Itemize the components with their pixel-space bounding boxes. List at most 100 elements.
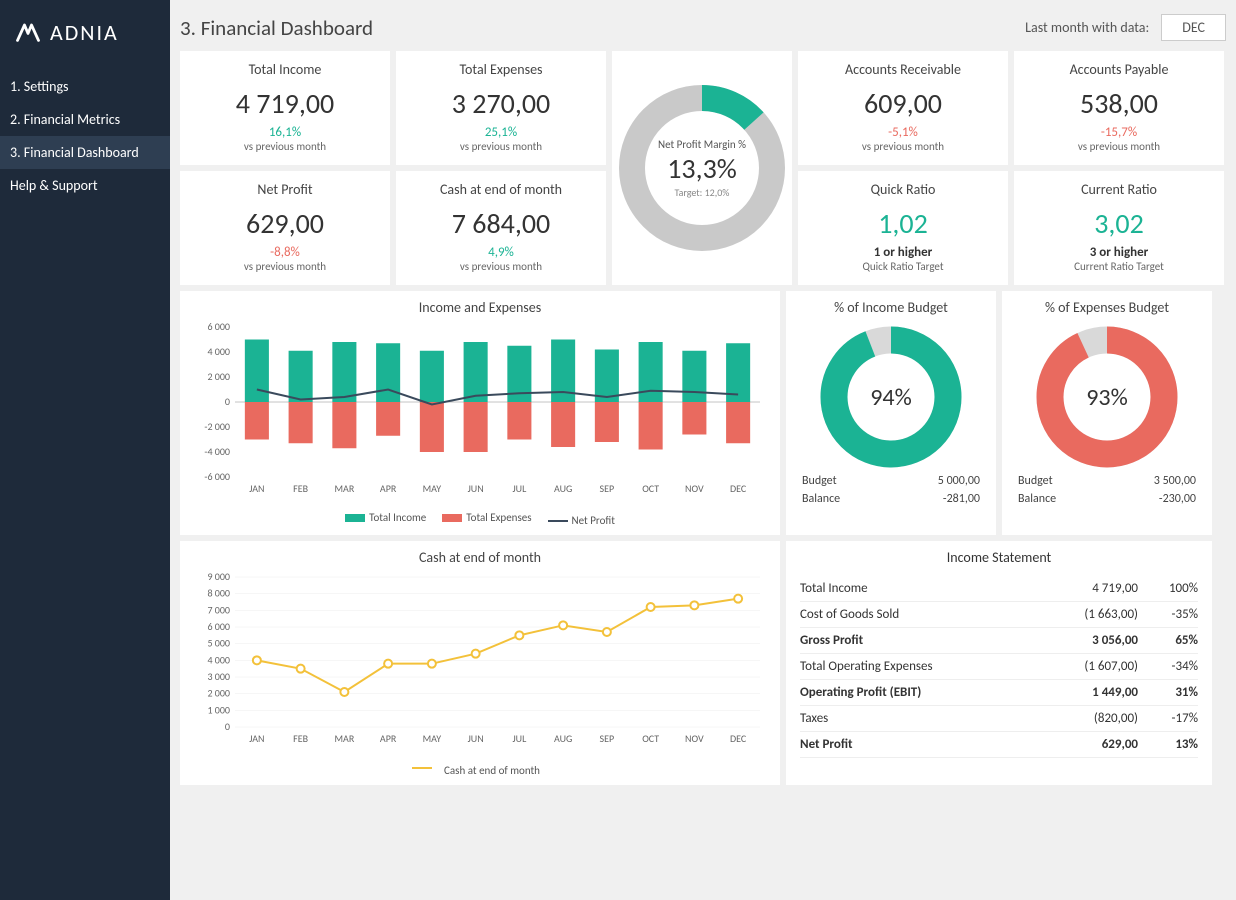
- stmt-val: 3 056,00: [1048, 633, 1138, 648]
- stmt-val: (1 607,00): [1048, 659, 1138, 674]
- cash-legend-label: Cash at end of month: [444, 764, 540, 777]
- kpi-card: Cash at end of month 7 684,00 4,9% vs pr…: [396, 171, 606, 285]
- expense-budget-pct: 93%: [1032, 322, 1182, 472]
- be-budget-label: Budget: [1018, 474, 1053, 488]
- nav-item-2[interactable]: 3. Financial Dashboard: [0, 136, 170, 169]
- kpi-value: 629,00: [184, 206, 386, 241]
- kpi-change: 4,9%: [400, 245, 602, 260]
- svg-text:0: 0: [225, 720, 230, 733]
- income-budget-title: % of Income Budget: [794, 299, 988, 316]
- bi-budget-val: 5 000,00: [938, 474, 980, 488]
- svg-text:JAN: JAN: [249, 482, 264, 495]
- stmt-label: Gross Profit: [800, 633, 1048, 648]
- stmt-label: Total Operating Expenses: [800, 659, 1048, 674]
- topbar: 3. Financial Dashboard Last month with d…: [176, 0, 1230, 51]
- income-statement-title: Income Statement: [800, 549, 1198, 566]
- kpi-sub: Current Ratio Target: [1018, 260, 1220, 273]
- kpi-sub: vs previous month: [184, 260, 386, 273]
- nav-item-3[interactable]: Help & Support: [0, 169, 170, 202]
- cash-legend: Cash at end of month: [190, 761, 770, 777]
- brand-name: ADNIA: [50, 19, 119, 46]
- kpi-title: Total Income: [184, 61, 386, 78]
- kpi-title: Cash at end of month: [400, 181, 602, 198]
- stmt-row: Total Income4 719,00100%: [800, 576, 1198, 602]
- svg-text:3 000: 3 000: [207, 670, 230, 683]
- svg-text:APR: APR: [380, 482, 397, 495]
- stmt-row: Operating Profit (EBIT)1 449,0031%: [800, 680, 1198, 706]
- margin-label: Net Profit Margin %: [658, 138, 746, 151]
- kpi-value: 538,00: [1018, 86, 1220, 121]
- svg-text:7 000: 7 000: [207, 603, 230, 616]
- kpi-sub: vs previous month: [1018, 140, 1220, 153]
- stmt-label: Total Income: [800, 581, 1048, 596]
- kpi-sub: vs previous month: [400, 140, 602, 153]
- svg-text:MAR: MAR: [334, 482, 354, 495]
- kpi-value: 4 719,00: [184, 86, 386, 121]
- svg-text:6 000: 6 000: [207, 620, 230, 633]
- month-label: Last month with data:: [1025, 19, 1149, 36]
- kpi-change: 16,1%: [184, 125, 386, 140]
- be-balance-val: -230,00: [1159, 492, 1196, 506]
- logo-icon: [14, 18, 42, 46]
- svg-text:-6 000: -6 000: [204, 470, 230, 483]
- svg-text:-2 000: -2 000: [204, 420, 230, 433]
- svg-text:JUL: JUL: [512, 482, 527, 495]
- stmt-pct: 100%: [1138, 581, 1198, 596]
- income-budget-donut: 94%: [816, 322, 966, 472]
- margin-donut-card: Net Profit Margin %13,3%Target: 12,0%: [612, 51, 792, 285]
- svg-text:2 000: 2 000: [207, 687, 230, 700]
- kpi-title: Accounts Receivable: [802, 61, 1004, 78]
- kpi-sub: Quick Ratio Target: [802, 260, 1004, 273]
- income-budget-pct: 94%: [816, 322, 966, 472]
- income-budget-card: % of Income Budget 94% Budget5 000,00 Ba…: [786, 291, 996, 535]
- svg-text:JUN: JUN: [468, 482, 484, 495]
- svg-text:SEP: SEP: [600, 482, 615, 495]
- svg-text:5 000: 5 000: [207, 637, 230, 650]
- nav-item-1[interactable]: 2. Financial Metrics: [0, 103, 170, 136]
- kpi-change: -5,1%: [802, 125, 1004, 140]
- income-statement-card: Income Statement Total Income4 719,00100…: [786, 541, 1212, 785]
- svg-text:4 000: 4 000: [207, 345, 230, 358]
- kpi-change: -8,8%: [184, 245, 386, 260]
- stmt-row: Cost of Goods Sold(1 663,00)-35%: [800, 602, 1198, 628]
- margin-target: Target: 12,0%: [675, 186, 730, 199]
- svg-text:APR: APR: [380, 732, 397, 745]
- kpi-change: -15,7%: [1018, 125, 1220, 140]
- kpi-change: 1 or higher: [802, 245, 1004, 260]
- stmt-row: Gross Profit3 056,0065%: [800, 628, 1198, 654]
- kpi-value: 3 270,00: [400, 86, 602, 121]
- kpi-sub: vs previous month: [400, 260, 602, 273]
- svg-text:OCT: OCT: [642, 732, 659, 745]
- kpi-value: 3,02: [1018, 206, 1220, 241]
- bi-balance-label: Balance: [802, 492, 840, 506]
- kpi-title: Current Ratio: [1018, 181, 1220, 198]
- kpi-change: 25,1%: [400, 125, 602, 140]
- svg-text:JUN: JUN: [468, 732, 484, 745]
- stmt-val: (1 663,00): [1048, 607, 1138, 622]
- svg-text:AUG: AUG: [554, 732, 572, 745]
- income-expense-chart: -6 000-4 000-2 00002 0004 0006 000JANFEB…: [190, 322, 770, 502]
- kpi-title: Accounts Payable: [1018, 61, 1220, 78]
- svg-text:DEC: DEC: [730, 482, 747, 495]
- svg-text:JUL: JUL: [512, 732, 527, 745]
- sidebar: ADNIA 1. Settings2. Financial Metrics3. …: [0, 0, 170, 900]
- stmt-row: Total Operating Expenses(1 607,00)-34%: [800, 654, 1198, 680]
- kpi-card: Total Expenses 3 270,00 25,1% vs previou…: [396, 51, 606, 165]
- nav-item-0[interactable]: 1. Settings: [0, 70, 170, 103]
- svg-text:JAN: JAN: [249, 732, 264, 745]
- stmt-pct: -17%: [1138, 711, 1198, 726]
- ie-chart-title: Income and Expenses: [190, 299, 770, 316]
- kpi-card: Current Ratio 3,02 3 or higher Current R…: [1014, 171, 1224, 285]
- stmt-row: Taxes(820,00)-17%: [800, 706, 1198, 732]
- svg-text:2 000: 2 000: [207, 370, 230, 383]
- be-budget-val: 3 500,00: [1154, 474, 1196, 488]
- svg-text:6 000: 6 000: [207, 322, 230, 333]
- expense-budget-card: % of Expenses Budget 93% Budget3 500,00 …: [1002, 291, 1212, 535]
- kpi-card: Accounts Receivable 609,00 -5,1% vs prev…: [798, 51, 1008, 165]
- svg-text:MAY: MAY: [423, 732, 442, 745]
- svg-text:9 000: 9 000: [207, 572, 230, 583]
- stmt-val: (820,00): [1048, 711, 1138, 726]
- stmt-pct: -34%: [1138, 659, 1198, 674]
- month-select[interactable]: DEC: [1161, 14, 1226, 41]
- svg-text:-4 000: -4 000: [204, 445, 230, 458]
